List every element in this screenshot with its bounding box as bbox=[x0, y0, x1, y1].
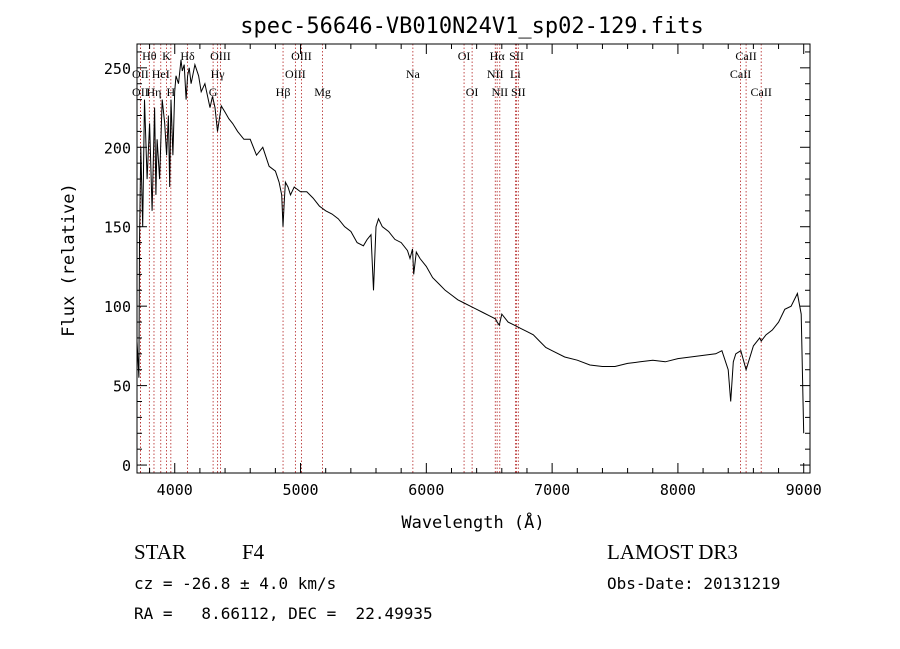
line-label: CaII bbox=[751, 85, 772, 99]
y-tick-label: 0 bbox=[122, 457, 131, 475]
line-label: H bbox=[167, 85, 176, 99]
line-label: OII bbox=[132, 85, 149, 99]
survey-name: LAMOST DR3 bbox=[607, 540, 738, 564]
x-axis: 4000 5000 6000 7000 8000 9000 bbox=[149, 44, 822, 499]
x-tick-label: 6000 bbox=[408, 481, 444, 499]
y-tick-label: 150 bbox=[104, 219, 131, 237]
y-tick-label: 100 bbox=[104, 298, 131, 316]
plot-frame bbox=[136, 43, 811, 474]
line-label: OIII bbox=[285, 67, 306, 81]
line-label: SII bbox=[509, 49, 524, 63]
redshift-velocity: cz = -26.8 ± 4.0 km/s bbox=[134, 574, 336, 593]
line-label: Hη bbox=[147, 85, 162, 99]
line-label: Li bbox=[510, 67, 521, 81]
x-tick-label: 8000 bbox=[660, 481, 696, 499]
spectrum-line bbox=[136, 59, 805, 434]
line-label: NII bbox=[487, 67, 504, 81]
line-label: OII bbox=[132, 67, 149, 81]
line-label: OI bbox=[458, 49, 471, 63]
line-label: OI bbox=[466, 85, 479, 99]
object-class: STAR bbox=[134, 540, 186, 564]
line-label: SII bbox=[511, 85, 526, 99]
line-label: K bbox=[162, 49, 171, 63]
x-tick-label: 7000 bbox=[534, 481, 570, 499]
line-label: NII bbox=[491, 85, 508, 99]
y-tick-label: 200 bbox=[104, 139, 131, 157]
line-label: OIII bbox=[210, 49, 231, 63]
line-label: Hδ bbox=[180, 49, 195, 63]
y-axis: 0 50 100 150 200 250 bbox=[104, 51, 810, 475]
line-label: Hγ bbox=[211, 67, 226, 81]
x-axis-label: Wavelength (Å) bbox=[401, 511, 544, 533]
y-tick-label: 50 bbox=[113, 378, 131, 396]
x-tick-label: 4000 bbox=[157, 481, 193, 499]
coordinates: RA = 8.66112, DEC = 22.49935 bbox=[134, 604, 433, 623]
object-subclass: F4 bbox=[242, 540, 265, 564]
chart-title: spec-56646-VB010N24V1_sp02-129.fits bbox=[240, 14, 704, 39]
x-tick-label: 9000 bbox=[786, 481, 822, 499]
line-label: Hθ bbox=[142, 49, 157, 63]
line-label: CaII bbox=[730, 67, 751, 81]
line-label: HeI bbox=[152, 67, 170, 81]
observation-date: Obs-Date: 20131219 bbox=[607, 574, 780, 593]
line-label: Hβ bbox=[276, 85, 291, 99]
x-tick-label: 5000 bbox=[282, 481, 318, 499]
emission-line-markers bbox=[139, 44, 762, 473]
y-axis-label: Flux (relative) bbox=[59, 183, 79, 337]
line-label: Na bbox=[406, 67, 421, 81]
y-tick-label: 250 bbox=[104, 60, 131, 78]
line-label: CaII bbox=[735, 49, 756, 63]
line-label: G bbox=[209, 85, 218, 99]
line-label: OIII bbox=[291, 49, 312, 63]
line-label: Hα bbox=[490, 49, 506, 63]
line-label: Mg bbox=[314, 85, 331, 99]
